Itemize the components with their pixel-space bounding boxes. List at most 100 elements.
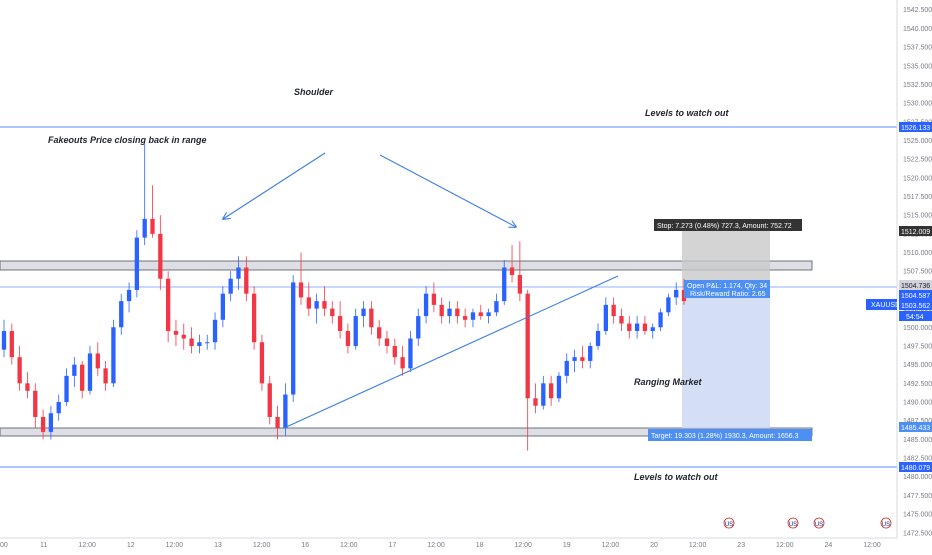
- arrow-left[interactable]: [223, 152, 326, 219]
- candle[interactable]: [33, 383, 38, 429]
- candle[interactable]: [134, 230, 140, 298]
- candle[interactable]: [150, 185, 155, 238]
- candle[interactable]: [142, 144, 147, 246]
- candle[interactable]: [580, 345, 585, 369]
- candle[interactable]: [95, 342, 100, 376]
- candle[interactable]: [103, 360, 108, 391]
- candle[interactable]: [158, 215, 163, 290]
- candle[interactable]: [345, 323, 351, 354]
- candle[interactable]: [517, 241, 523, 302]
- candle[interactable]: [111, 319, 116, 388]
- candle[interactable]: [588, 342, 593, 369]
- candle[interactable]: [470, 308, 476, 328]
- candle[interactable]: [80, 360, 85, 399]
- candle[interactable]: [9, 323, 14, 365]
- candle[interactable]: [72, 357, 77, 388]
- candle[interactable]: [205, 334, 210, 350]
- candle[interactable]: [244, 256, 249, 302]
- fakeouts-label[interactable]: Fakeouts Price closing back in range: [48, 135, 207, 145]
- candle[interactable]: [556, 372, 562, 403]
- candle[interactable]: [650, 323, 655, 339]
- candle[interactable]: [478, 304, 483, 320]
- candle[interactable]: [126, 282, 132, 313]
- candle[interactable]: [384, 331, 390, 354]
- candle[interactable]: [392, 338, 397, 365]
- candle[interactable]: [431, 282, 437, 313]
- candle[interactable]: [642, 316, 648, 335]
- event-icon[interactable]: US: [787, 517, 799, 529]
- candle[interactable]: [361, 301, 366, 328]
- position-tool[interactable]: [682, 231, 770, 428]
- candle[interactable]: [416, 308, 421, 346]
- candle[interactable]: [541, 375, 546, 410]
- candle[interactable]: [275, 405, 280, 440]
- candle[interactable]: [236, 256, 241, 290]
- candle[interactable]: [173, 319, 179, 346]
- levels-bottom-label[interactable]: Levels to watch out: [634, 472, 719, 482]
- candle[interactable]: [259, 334, 265, 391]
- price-axis[interactable]: 1472.500 1475.000 1477.500 1480.000 1482.500…: [896, 0, 932, 550]
- target-zone[interactable]: [682, 287, 770, 428]
- candle[interactable]: [25, 372, 30, 399]
- candle[interactable]: [119, 293, 124, 335]
- candle[interactable]: [486, 308, 491, 324]
- candle[interactable]: [40, 409, 46, 440]
- candle[interactable]: [619, 308, 624, 332]
- candle[interactable]: [330, 301, 335, 324]
- candle[interactable]: [306, 282, 311, 317]
- candle[interactable]: [408, 331, 413, 373]
- candle[interactable]: [494, 293, 499, 317]
- candle[interactable]: [509, 245, 515, 283]
- candle[interactable]: [337, 301, 343, 339]
- candle[interactable]: [423, 286, 429, 324]
- candle[interactable]: [548, 375, 554, 406]
- candle[interactable]: [189, 327, 194, 354]
- candle[interactable]: [627, 316, 632, 339]
- candle[interactable]: [220, 286, 225, 328]
- candle[interactable]: [56, 394, 61, 421]
- event-icon[interactable]: US: [880, 517, 892, 529]
- candle[interactable]: [564, 353, 569, 384]
- event-icon[interactable]: US: [813, 517, 825, 529]
- candle[interactable]: [666, 293, 671, 317]
- candle[interactable]: [369, 301, 374, 335]
- candle[interactable]: [228, 271, 233, 302]
- trendline[interactable]: [283, 275, 619, 429]
- candle[interactable]: [314, 293, 319, 324]
- candle[interactable]: [463, 308, 468, 328]
- event-icon[interactable]: US: [723, 517, 735, 529]
- candle[interactable]: [298, 252, 304, 305]
- instrument-tag[interactable]: [866, 299, 897, 310]
- candle[interactable]: [48, 405, 54, 440]
- candle[interactable]: [322, 286, 327, 317]
- candle[interactable]: [17, 345, 22, 391]
- candle[interactable]: [572, 349, 577, 373]
- candle[interactable]: [595, 323, 601, 350]
- candle[interactable]: [212, 312, 218, 350]
- candle[interactable]: [377, 319, 382, 346]
- candle[interactable]: [64, 368, 69, 406]
- ranging-market-label[interactable]: Ranging Market: [634, 377, 703, 387]
- candle[interactable]: [197, 334, 202, 354]
- candle[interactable]: [611, 297, 616, 324]
- candle[interactable]: [658, 308, 663, 332]
- candle[interactable]: [447, 301, 452, 324]
- candle[interactable]: [291, 274, 296, 403]
- shoulder-label[interactable]: Shoulder: [294, 87, 333, 97]
- candle[interactable]: [400, 345, 405, 376]
- arrow-right[interactable]: [379, 154, 516, 227]
- candle[interactable]: [502, 260, 507, 305]
- candle[interactable]: [525, 289, 530, 451]
- candle[interactable]: [267, 375, 272, 425]
- candle[interactable]: [439, 297, 444, 324]
- candle[interactable]: [634, 316, 640, 339]
- time-axis[interactable]: 00 11 12:00 12 12:00 13 12:00 16 12:00 17 12:00 18 1…: [0, 537, 897, 549]
- candle[interactable]: [603, 297, 608, 335]
- resistance-zone[interactable]: [0, 260, 813, 271]
- candle[interactable]: [165, 271, 171, 343]
- candle[interactable]: [533, 383, 538, 414]
- stop-zone[interactable]: [682, 231, 770, 287]
- candle[interactable]: [251, 286, 257, 350]
